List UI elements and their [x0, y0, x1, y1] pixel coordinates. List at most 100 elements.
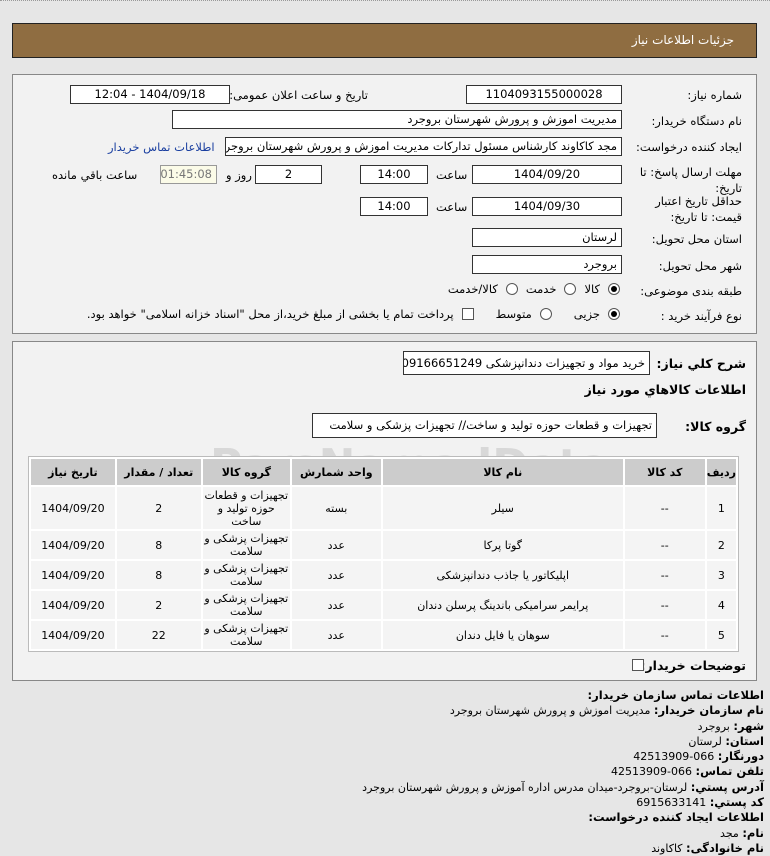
process-radio-minor[interactable]: [608, 308, 620, 320]
validity-time-label: ساعت: [436, 200, 468, 214]
col-date: تاریخ نیاز: [31, 459, 115, 485]
group-label: گروه کالا:: [685, 419, 746, 434]
reply-time-field: 14:00: [360, 165, 428, 184]
summary-field: خرید مواد و تجهیزات دندانپزشکی 091666512…: [403, 351, 650, 375]
item-name-cell: سیلر: [382, 487, 623, 529]
payment-note: پرداخت تمام یا بخشی از مبلغ خرید،از محل …: [86, 307, 454, 321]
need-date-cell: 1404/09/20: [31, 591, 115, 619]
item-code-cell: --: [624, 561, 705, 589]
page-header: جزئيات اطلاعات نياز: [12, 23, 757, 58]
process-option-label: جزیی: [573, 307, 600, 321]
row-number-cell: 5: [706, 621, 736, 649]
address-value: لرستان-بروجرد-میدان مدرس اداره آموزش و پ…: [362, 780, 688, 794]
category-radio-both[interactable]: [505, 283, 518, 295]
remaining-label: ساعت باقي مانده: [52, 168, 138, 182]
item-group-cell: تجهیزات پزشکی و سلامت: [202, 561, 290, 589]
item-code-cell: --: [624, 531, 705, 559]
address-label: آدرس پستي:: [690, 779, 764, 794]
contact-info: اطلاعات تماس سازمان خریدار: نام سازمان خ…: [344, 688, 764, 856]
process-radio-medium[interactable]: [539, 308, 552, 320]
item-group-cell: تجهیزات پزشکی و سلامت: [202, 531, 290, 559]
province-value: لرستان: [688, 734, 722, 748]
table-row: 4 -- پرایمر سرامیکی باندینگ پرسلن دندان عدد…: [31, 591, 736, 619]
creator-title: اطلاعات ایجاد کننده درخواست:: [588, 810, 764, 825]
unit-cell: عدد: [291, 561, 381, 589]
announce-label: تاریخ و ساعت اعلان عمومی:: [229, 88, 368, 102]
table-row: 2 -- گوتا پرکا عدد تجهیزات پزشکی و سلامت 8 140…: [31, 531, 736, 559]
buyer-notes-checkbox[interactable]: [632, 659, 644, 671]
validity-label: حداقل تاریخ اعتبار قیمت: تا تاریخ:: [655, 194, 742, 224]
summary-label: شرح كلي نياز:: [656, 356, 746, 371]
table-row: 5 -- سوهان یا فایل دندان عدد تجهیزات پزشکی و…: [31, 621, 736, 649]
province-label: استان:: [725, 733, 764, 748]
postal-label: کد پستي:: [709, 795, 764, 810]
item-code-cell: --: [624, 591, 705, 619]
validity-date-field: 1404/09/30: [472, 197, 622, 216]
city-label: شهر محل تحویل:: [658, 259, 742, 273]
city-field: بروجرد: [472, 255, 622, 274]
table-row: 3 -- اپلیکاتور یا جاذب دندانپزشکی عدد تجهیزا…: [31, 561, 736, 589]
top-divider: [0, 0, 770, 1]
org-label: نام سازمان خریدار:: [653, 703, 764, 718]
city-label: شهر:: [733, 718, 764, 733]
category-option-label: کالا/خدمت: [447, 282, 498, 296]
need-date-cell: 1404/09/20: [31, 561, 115, 589]
quantity-cell: 8: [116, 561, 201, 589]
item-name-cell: سوهان یا فایل دندان: [382, 621, 623, 649]
need-date-cell: 1404/09/20: [31, 531, 115, 559]
validity-time-field: 14:00: [360, 197, 428, 216]
need-date-cell: 1404/09/20: [31, 621, 115, 649]
fax-value: 066-42513909: [633, 750, 715, 764]
unit-cell: عدد: [291, 531, 381, 559]
org-value: مدیریت اموزش و پرورش شهرستان بروجرد: [449, 704, 651, 718]
row-number-cell: 3: [706, 561, 736, 589]
quantity-cell: 2: [116, 591, 201, 619]
goods-info-title: اطلاعات كالاهاي مورد نياز: [584, 382, 746, 397]
col-code: کد کالا: [624, 459, 705, 485]
unit-cell: بسته: [291, 487, 381, 529]
phone-value: 066-42513909: [611, 765, 693, 779]
item-group-cell: تجهیزات و قطعات حوزه تولید و ساخت: [202, 487, 290, 529]
reply-date-field: 1404/09/20: [472, 165, 622, 184]
treasury-payment-checkbox[interactable]: [461, 308, 474, 320]
reply-deadline-label: مهلت ارسال پاسخ: تا تاریخ:: [639, 165, 742, 195]
city-value: بروجرد: [697, 719, 730, 733]
category-radio-service[interactable]: [564, 283, 577, 295]
col-qty: تعداد / مقدار: [116, 459, 201, 485]
unit-cell: عدد: [291, 591, 381, 619]
category-label: طبقه بندی موضوعی:: [640, 284, 742, 298]
phone-label: تلفن تماس:: [695, 764, 764, 779]
col-row: ردیف: [706, 459, 736, 485]
item-name-cell: گوتا پرکا: [382, 531, 623, 559]
row-number-cell: 2: [706, 531, 736, 559]
group-field: تجهیزات و قطعات حوزه تولید و ساخت// تجهی…: [312, 413, 657, 438]
days-field: 2: [255, 165, 322, 184]
unit-cell: عدد: [291, 621, 381, 649]
remaining-time-field: 01:45:08: [160, 165, 217, 184]
reply-time-label: ساعت: [436, 168, 468, 182]
province-field: لرستان: [472, 228, 622, 247]
announce-field: 1404/09/18 - 12:04: [70, 85, 230, 104]
item-name-cell: اپلیکاتور یا جاذب دندانپزشکی: [382, 561, 623, 589]
creator-field: مجد کاکاوند کارشناس مسئول تدارکات مدیریت…: [225, 137, 622, 156]
category-radio-goods[interactable]: [608, 283, 620, 295]
col-unit: واحد شمارش: [291, 459, 381, 485]
row-number-cell: 1: [706, 487, 736, 529]
fax-label: دورنگار:: [717, 749, 764, 764]
col-name: نام کالا: [382, 459, 623, 485]
family-label: نام خانوادگی:: [686, 840, 764, 855]
category-radio-group: کالا خدمت کالا/خدمت: [448, 282, 620, 296]
row-number-cell: 4: [706, 591, 736, 619]
process-option-label: متوسط: [495, 307, 532, 321]
item-group-cell: تجهیزات پزشکی و سلامت: [202, 621, 290, 649]
name-label: نام:: [742, 825, 764, 840]
process-radio-group: جزیی متوسط پرداخت تمام یا بخشی از مبلغ خ…: [87, 307, 620, 321]
need-date-cell: 1404/09/20: [31, 487, 115, 529]
postal-value: 6915633141: [636, 796, 707, 810]
item-code-cell: --: [624, 621, 705, 649]
buyer-notes-label: توضیحات خریدار:: [640, 658, 746, 673]
buyer-org-field: مدیریت اموزش و پرورش شهرستان بروجرد: [172, 110, 622, 129]
creator-label: ایجاد کننده درخواست:: [636, 140, 742, 154]
quantity-cell: 22: [116, 621, 201, 649]
buyer-contact-link[interactable]: اطلاعات تماس خریدار: [108, 140, 215, 154]
